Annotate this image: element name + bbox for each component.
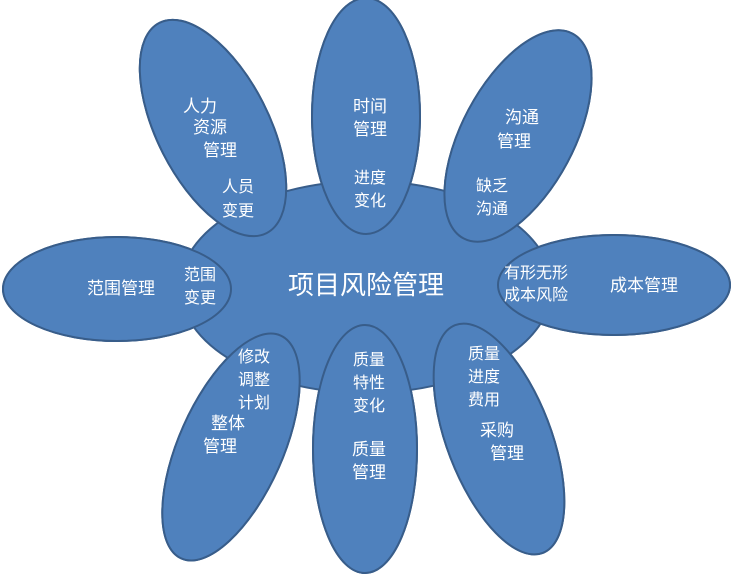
cost-area-label: 成本管理 xyxy=(610,276,678,296)
integ-area-line-2: 管理 xyxy=(203,437,237,457)
integ-risk-line-3: 计划 xyxy=(238,393,270,412)
hr-risk-line-1: 人员 xyxy=(222,177,254,196)
time-risk-line-2: 变化 xyxy=(354,191,386,210)
center-label: 项目风险管理 xyxy=(288,271,444,301)
time-area-line-1: 时间 xyxy=(353,97,387,117)
comm-risk-line-2: 沟通 xyxy=(476,199,508,218)
quality-area-line-2: 管理 xyxy=(352,463,386,483)
cost-risk-line-1: 有形无形 xyxy=(504,263,568,282)
comm-area-line-2: 管理 xyxy=(497,132,531,152)
petal-quality-overlay xyxy=(312,324,418,574)
petal-scope-overlay xyxy=(2,236,232,342)
proc-area-line-1: 采购 xyxy=(480,421,514,441)
time-area-line-2: 管理 xyxy=(353,120,387,140)
integ-risk-line-1: 修改 xyxy=(238,347,270,366)
proc-risk-line-1: 质量 xyxy=(468,344,500,363)
scope-risk-line-1: 范围 xyxy=(184,265,216,284)
hr-area-line-2: 资源 xyxy=(193,118,227,138)
integ-risk-line-2: 调整 xyxy=(238,370,270,389)
hr-area-line-3: 管理 xyxy=(203,141,237,161)
quality-risk-line-3: 变化 xyxy=(353,396,385,415)
petal-communication-overlay xyxy=(443,29,593,243)
hr-risk-line-2: 变更 xyxy=(222,201,254,220)
cost-risk-line-2: 成本风险 xyxy=(504,285,568,304)
scope-area-label: 范围管理 xyxy=(87,279,155,299)
petal-time-overlay xyxy=(311,0,421,235)
hr-area-line-1: 人力 xyxy=(183,97,217,117)
petal-human-resources-overlay xyxy=(138,18,288,238)
proc-risk-line-3: 费用 xyxy=(468,390,500,409)
comm-risk-line-1: 缺乏 xyxy=(476,176,508,195)
scope-risk-line-2: 变更 xyxy=(184,288,216,307)
time-risk-line-1: 进度 xyxy=(354,168,386,187)
proc-area-line-2: 管理 xyxy=(490,444,524,464)
petal-procurement-overlay xyxy=(432,322,566,556)
proc-risk-line-2: 进度 xyxy=(468,367,500,386)
quality-risk-line-2: 特性 xyxy=(353,373,385,392)
comm-area-line-1: 沟通 xyxy=(505,108,539,128)
petal-cost-overlay xyxy=(497,234,731,336)
petal-integration-overlay xyxy=(161,332,301,562)
integ-area-line-1: 整体 xyxy=(211,414,245,434)
quality-area-line-1: 质量 xyxy=(352,440,386,460)
quality-risk-line-1: 质量 xyxy=(353,350,385,369)
